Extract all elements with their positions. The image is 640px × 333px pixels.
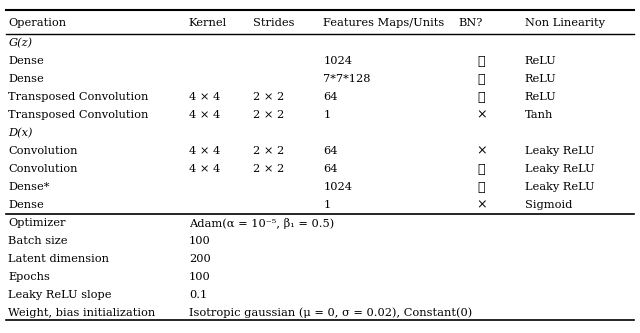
- Text: ✓: ✓: [477, 55, 485, 68]
- Text: Convolution: Convolution: [8, 146, 78, 156]
- Text: Non Linearity: Non Linearity: [525, 18, 605, 28]
- Text: Leaky ReLU: Leaky ReLU: [525, 182, 595, 192]
- Text: ReLU: ReLU: [525, 74, 557, 84]
- Text: 1: 1: [323, 110, 330, 120]
- Text: ✓: ✓: [477, 181, 485, 194]
- Text: 4 × 4: 4 × 4: [189, 110, 220, 120]
- Text: ✓: ✓: [477, 91, 485, 104]
- Text: Operation: Operation: [8, 18, 67, 28]
- Text: Weight, bias initialization: Weight, bias initialization: [8, 308, 156, 318]
- Text: Batch size: Batch size: [8, 236, 68, 246]
- Text: Features Maps/Units: Features Maps/Units: [323, 18, 444, 28]
- Text: ✓: ✓: [477, 163, 485, 176]
- Text: ReLU: ReLU: [525, 92, 557, 102]
- Text: Dense: Dense: [8, 56, 44, 66]
- Text: D(x): D(x): [8, 128, 33, 139]
- Text: 200: 200: [189, 254, 211, 264]
- Text: Leaky ReLU: Leaky ReLU: [525, 146, 595, 156]
- Text: ReLU: ReLU: [525, 56, 557, 66]
- Text: BN?: BN?: [458, 18, 483, 28]
- Text: Sigmoid: Sigmoid: [525, 200, 572, 210]
- Text: Isotropic gaussian (μ = 0, σ = 0.02), Constant(0): Isotropic gaussian (μ = 0, σ = 0.02), Co…: [189, 308, 472, 318]
- Text: 2 × 2: 2 × 2: [253, 110, 284, 120]
- Text: 1024: 1024: [323, 56, 352, 66]
- Text: 4 × 4: 4 × 4: [189, 146, 220, 156]
- Text: 4 × 4: 4 × 4: [189, 164, 220, 174]
- Text: 2 × 2: 2 × 2: [253, 164, 284, 174]
- Text: Strides: Strides: [253, 18, 294, 28]
- Text: Transposed Convolution: Transposed Convolution: [8, 110, 148, 120]
- Text: ×: ×: [476, 145, 486, 158]
- Text: Leaky ReLU slope: Leaky ReLU slope: [8, 290, 112, 300]
- Text: ✓: ✓: [477, 73, 485, 86]
- Text: 100: 100: [189, 236, 211, 246]
- Text: Dense*: Dense*: [8, 182, 50, 192]
- Text: ×: ×: [476, 109, 486, 122]
- Text: Tanh: Tanh: [525, 110, 553, 120]
- Text: 64: 64: [323, 92, 338, 102]
- Text: Leaky ReLU: Leaky ReLU: [525, 164, 595, 174]
- Text: Kernel: Kernel: [189, 18, 227, 28]
- Text: 0.1: 0.1: [189, 290, 207, 300]
- Text: Epochs: Epochs: [8, 272, 50, 282]
- Text: Optimizer: Optimizer: [8, 218, 66, 228]
- Text: 7*7*128: 7*7*128: [323, 74, 371, 84]
- Text: Convolution: Convolution: [8, 164, 78, 174]
- Text: ×: ×: [476, 199, 486, 212]
- Text: Transposed Convolution: Transposed Convolution: [8, 92, 148, 102]
- Text: Adam(α = 10⁻⁵, β₁ = 0.5): Adam(α = 10⁻⁵, β₁ = 0.5): [189, 218, 334, 229]
- Text: 4 × 4: 4 × 4: [189, 92, 220, 102]
- Text: G(z): G(z): [8, 38, 33, 49]
- Text: 1024: 1024: [323, 182, 352, 192]
- Text: Latent dimension: Latent dimension: [8, 254, 109, 264]
- Text: 2 × 2: 2 × 2: [253, 92, 284, 102]
- Text: 2 × 2: 2 × 2: [253, 146, 284, 156]
- Text: 64: 64: [323, 164, 338, 174]
- Text: 64: 64: [323, 146, 338, 156]
- Text: Dense: Dense: [8, 200, 44, 210]
- Text: 1: 1: [323, 200, 330, 210]
- Text: Dense: Dense: [8, 74, 44, 84]
- Text: 100: 100: [189, 272, 211, 282]
